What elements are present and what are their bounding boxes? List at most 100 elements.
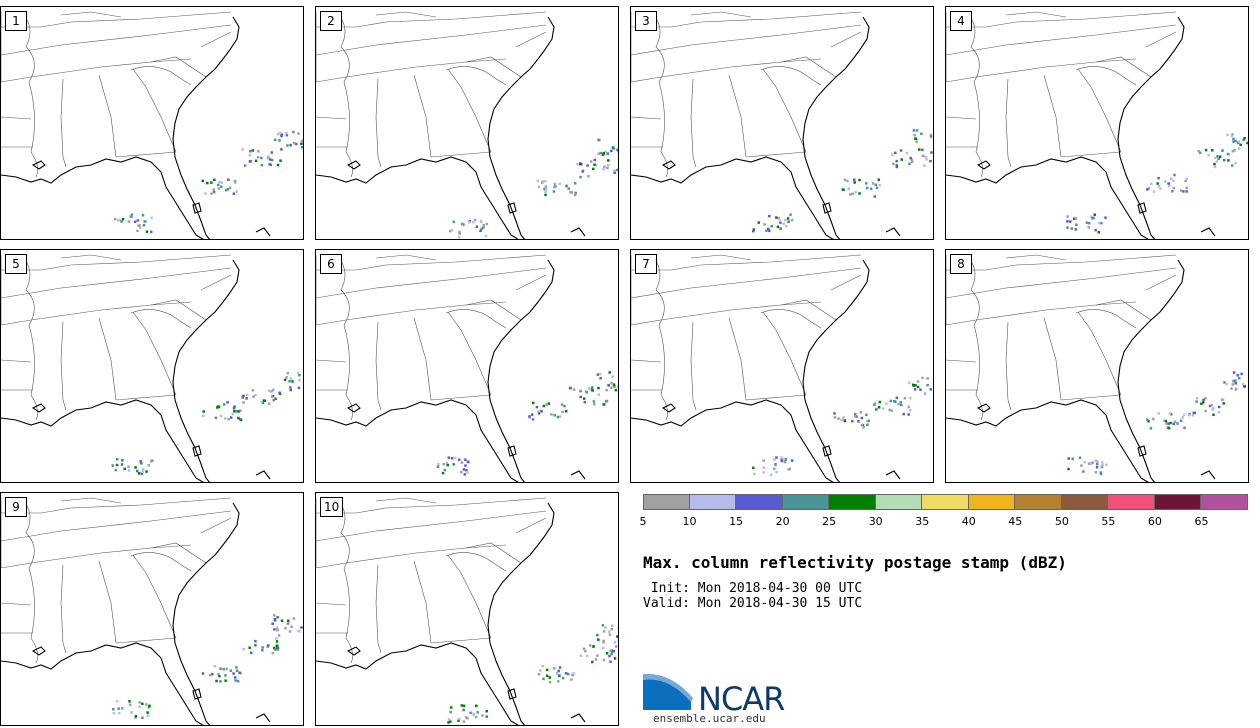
- storm-cell: [222, 667, 225, 671]
- storm-cell: [136, 469, 139, 473]
- member-number: 1: [5, 11, 27, 31]
- storm-cell: [528, 415, 531, 418]
- storm-cell: [217, 187, 221, 190]
- storm-cell: [541, 665, 544, 668]
- storm-cell: [785, 224, 788, 228]
- storm-cell: [840, 418, 843, 422]
- storm-cell: [558, 182, 561, 185]
- colorbar-segment: [1154, 494, 1202, 510]
- storm-cell: [833, 412, 836, 415]
- storm-cell: [270, 158, 274, 162]
- storm-cell: [1195, 396, 1199, 400]
- storm-cell: [206, 181, 209, 185]
- storm-cell: [565, 184, 568, 188]
- storm-cell: [776, 225, 780, 229]
- storm-cell: [1167, 426, 1171, 430]
- member-number: 2: [320, 11, 342, 31]
- storm-cell: [899, 400, 902, 404]
- storm-cell: [229, 416, 233, 419]
- storm-cell: [461, 223, 464, 227]
- storm-cell: [289, 143, 292, 147]
- storm-cell: [280, 148, 283, 151]
- storm-cell: [588, 644, 592, 647]
- storm-cell: [599, 376, 602, 380]
- storm-cell: [1234, 161, 1237, 165]
- storm-cell: [112, 711, 116, 715]
- storm-cell: [895, 165, 899, 169]
- storm-cell: [772, 467, 776, 471]
- storm-cell: [285, 133, 289, 137]
- storm-cell: [564, 672, 568, 675]
- storm-cell: [1169, 421, 1172, 425]
- storm-cell: [1185, 177, 1188, 181]
- storm-cell: [276, 648, 279, 651]
- storm-cell: [905, 151, 909, 155]
- storm-cell: [932, 139, 933, 142]
- storm-cell: [257, 150, 260, 153]
- storm-cell: [297, 132, 300, 135]
- storm-cell: [545, 668, 549, 672]
- storm-cell: [929, 133, 933, 137]
- storm-cell: [1218, 155, 1222, 158]
- storm-cell: [254, 159, 258, 163]
- storm-cell: [592, 645, 595, 648]
- storm-cell: [614, 645, 618, 648]
- colorbar-tick-label: 25: [822, 515, 837, 528]
- storm-cell: [1078, 456, 1082, 460]
- storm-cell: [589, 160, 593, 163]
- map-outline: [946, 254, 1246, 482]
- storm-cell: [1184, 179, 1187, 183]
- storm-cell: [457, 458, 461, 461]
- storm-cell: [920, 132, 923, 136]
- storm-cell: [270, 390, 273, 393]
- storm-cell: [254, 393, 257, 397]
- storm-cell: [116, 219, 120, 222]
- storm-cell: [591, 660, 594, 664]
- storm-cell: [1207, 154, 1210, 157]
- storm-cell: [213, 178, 216, 182]
- storm-cell: [586, 164, 589, 167]
- storm-cell: [274, 397, 277, 401]
- storm-cell: [1234, 382, 1238, 385]
- storm-cell: [120, 220, 123, 223]
- storm-cell: [245, 397, 248, 400]
- storm-cell: [773, 458, 776, 461]
- storm-cell: [251, 149, 255, 152]
- storm-cell: [889, 399, 893, 403]
- member-number: 10: [320, 497, 344, 517]
- storm-cell: [558, 666, 562, 669]
- storm-cell: [227, 178, 230, 181]
- storm-cell: [1217, 410, 1221, 414]
- storm-cell: [765, 229, 768, 233]
- storm-cell: [857, 420, 860, 423]
- storm-cell: [900, 158, 903, 161]
- colorbar-segment: [1108, 494, 1155, 510]
- storm-cell: [220, 185, 223, 188]
- storm-cell: [1168, 412, 1172, 415]
- storm-cell: [475, 225, 479, 228]
- colorbar-segment: [1015, 494, 1062, 510]
- storm-cell: [290, 625, 293, 628]
- storm-cell: [212, 188, 216, 191]
- storm-cell: [272, 646, 276, 650]
- storm-cell: [579, 654, 583, 658]
- storm-cell: [1171, 190, 1174, 193]
- storm-cell: [1237, 140, 1241, 143]
- storm-cell: [537, 412, 541, 415]
- storm-cell: [584, 649, 587, 653]
- storm-cell: [275, 626, 279, 629]
- storm-cell: [597, 638, 600, 641]
- storm-cell: [1067, 457, 1070, 460]
- storm-cell: [909, 156, 912, 160]
- storm-cell: [289, 377, 293, 380]
- map-outline: [631, 254, 933, 482]
- storm-cell: [890, 409, 893, 412]
- colorbar-tick-label: 20: [775, 515, 790, 528]
- storm-cell: [1172, 186, 1176, 190]
- storm-cell: [789, 213, 792, 216]
- storm-cell: [1201, 401, 1205, 404]
- colorbar-segment: [875, 494, 923, 510]
- storm-cell: [251, 389, 255, 392]
- storm-cell: [243, 164, 247, 167]
- storm-cell: [1072, 217, 1076, 220]
